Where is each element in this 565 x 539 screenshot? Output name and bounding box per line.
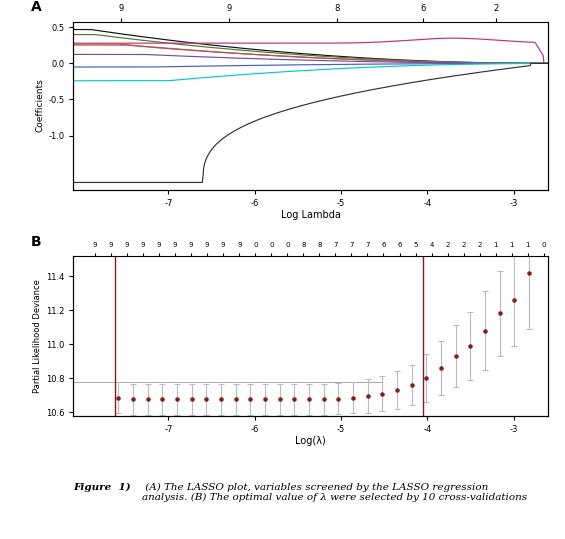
Point: [495, 309, 504, 318]
Text: A: A: [31, 0, 41, 13]
Text: Figure  1): Figure 1): [73, 482, 131, 492]
Point: [524, 268, 533, 277]
Point: [202, 395, 211, 404]
Y-axis label: Partial Likelihood Deviance: Partial Likelihood Deviance: [33, 279, 42, 392]
X-axis label: Log(λ): Log(λ): [295, 437, 326, 446]
Point: [481, 326, 490, 335]
Point: [422, 374, 431, 383]
Text: (A) The LASSO plot, variables screened by the LASSO regression
analysis. (B) The: (A) The LASSO plot, variables screened b…: [142, 482, 527, 502]
Point: [349, 393, 358, 402]
Point: [158, 395, 167, 404]
Point: [114, 393, 123, 402]
Y-axis label: Coefficients: Coefficients: [35, 79, 44, 133]
Point: [319, 395, 328, 404]
Point: [466, 342, 475, 350]
X-axis label: Log Lambda: Log Lambda: [281, 210, 341, 220]
Point: [246, 395, 255, 404]
Point: [334, 395, 343, 403]
Point: [172, 395, 181, 404]
Point: [260, 395, 270, 404]
Point: [407, 381, 416, 389]
Point: [290, 395, 299, 404]
Point: [128, 395, 137, 404]
Point: [437, 364, 446, 372]
Point: [143, 395, 152, 404]
Point: [187, 395, 196, 404]
Point: [363, 392, 372, 400]
Point: [451, 352, 460, 361]
Point: [275, 395, 284, 404]
Point: [305, 395, 314, 404]
Point: [378, 389, 387, 398]
Point: [393, 386, 402, 395]
Point: [216, 395, 225, 404]
Point: [231, 395, 240, 404]
Point: [510, 295, 519, 304]
Text: B: B: [31, 235, 41, 249]
